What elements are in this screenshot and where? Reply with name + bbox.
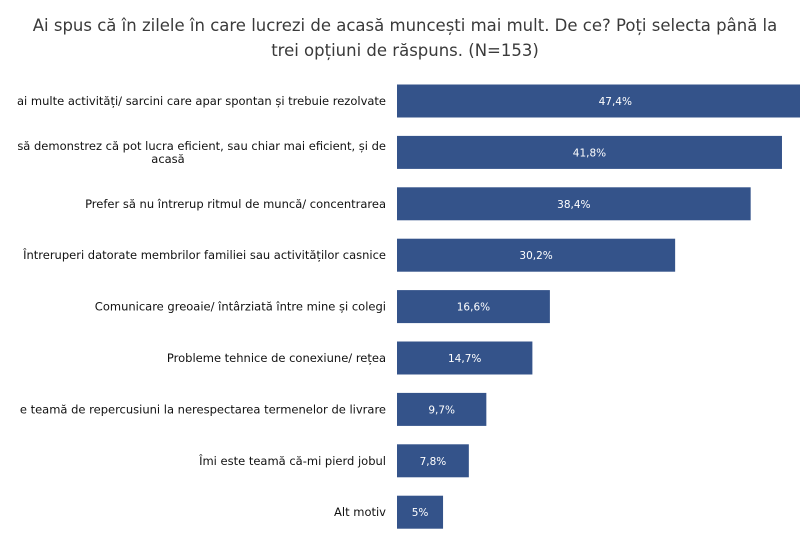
bar [397,187,751,221]
category-label: e teamă de repercusiuni la nerespectarea… [20,402,386,416]
data-label: 30,2% [519,250,552,262]
bar [397,290,550,324]
bar [397,238,676,272]
data-label: 38,4% [557,199,590,211]
data-label: 9,7% [428,404,455,416]
category-label: Comunicare greoaie/ întârziată între min… [95,300,386,314]
data-label: 16,6% [457,302,490,314]
category-label: acasă [151,152,184,166]
category-label: Îmi este teamă că-mi pierd jobul [198,453,386,468]
chart-title: Ai spus că în zilele în care lucrezi de … [33,16,778,35]
bar [397,392,487,426]
data-label: 47,4% [599,96,632,108]
data-label: 14,7% [448,353,481,365]
category-label: Întreruperi datorate membrilor familiei … [22,247,386,262]
bar [397,444,469,478]
bar [397,135,782,169]
data-label: 41,8% [573,147,606,159]
bar [397,84,800,118]
chart-title: trei opțiuni de răspuns. (N=153) [271,41,539,60]
data-label: 5% [412,507,429,519]
bar [397,495,444,529]
category-label: să demonstrez că pot lucra eficient, sau… [17,139,386,153]
bar [397,341,533,375]
category-label: Alt motiv [334,505,386,519]
category-label: Prefer să nu întrerup ritmul de muncă/ c… [85,197,386,211]
category-label: ai multe activități/ sarcini care apar s… [17,94,386,108]
data-label: 7,8% [420,456,447,468]
category-label: Probleme tehnice de conexiune/ rețea [167,351,386,365]
